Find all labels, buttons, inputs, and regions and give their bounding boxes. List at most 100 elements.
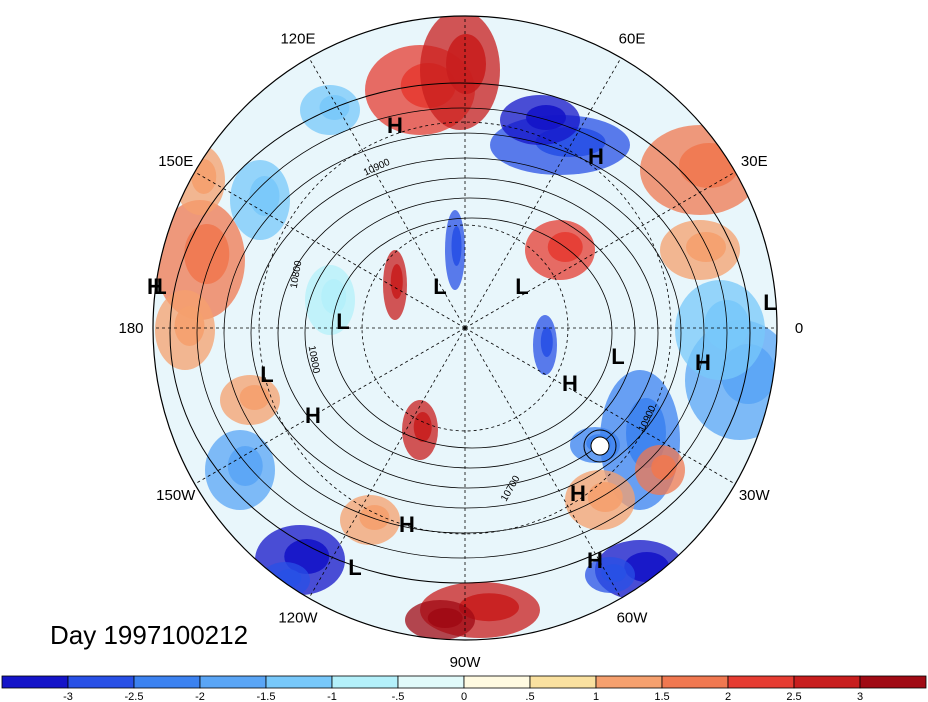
anomaly-core [601,564,627,583]
height-contours [169,82,751,584]
colorbar-tick-label: 2 [725,691,731,702]
high-pressure-marker: H [588,144,604,169]
meridian-line [464,57,622,329]
colorbar-tick-label: 3 [857,691,863,702]
height-contour [196,107,728,559]
longitude-label: 30E [741,153,768,170]
colorbar-tick-label: 1 [593,691,599,702]
longitude-label: 180 [118,320,143,337]
high-pressure-marker: H [570,481,586,506]
colorbar-box [463,675,531,689]
meridian-line [464,327,736,485]
longitude-label: 90E [452,0,479,3]
low-pressure-marker: L [515,274,528,299]
high-pressure-marker: H [387,113,403,138]
anomaly-core [227,446,263,486]
colorbar-box [859,675,927,689]
height-contour [223,132,705,534]
anomaly-core [276,569,302,588]
colorbar-tick-label: 1.5 [654,691,669,702]
meridian-line [308,327,466,599]
anomaly-core [359,505,390,530]
anomaly-core [540,327,553,357]
anomaly-core [321,279,347,314]
colorbar-box [397,675,465,689]
polar-stereographic-map: 90E 60E 30E 0 30W 60W 90W 120W 150W 180 150E 120E 1… [118,0,803,671]
longitude-label: 90W [450,654,482,671]
anomaly-core [427,608,463,628]
height-contour [304,197,636,469]
graticule [153,16,777,640]
height-contour [590,436,610,456]
map-boundary [152,15,778,641]
longitude-label: 120W [278,609,318,626]
longitude-label: 150W [156,487,196,504]
colorbar-tick-label: -1.5 [257,691,276,702]
anomaly-core [184,224,230,284]
colorbar-tick-label: -2.5 [125,691,144,702]
low-pressure-marker: L [153,274,166,299]
high-pressure-marker: H [587,548,603,573]
colorbar-box [1,675,69,689]
colorbar-box [331,675,399,689]
anomaly-core [451,226,462,266]
longitude-label: 150E [158,153,193,170]
colorbar-box [199,675,267,689]
longitude-label: 60E [619,31,646,48]
height-contour [331,217,613,449]
colorbar-tick-label: .5 [525,691,534,702]
longitude-label: 120E [280,31,315,48]
anomaly-core [446,34,486,94]
anomaly-core [174,306,205,346]
colorbar-box [661,675,729,689]
low-pressure-marker: L [611,344,624,369]
colorbar-box [793,675,861,689]
anomaly-core [651,455,677,480]
high-pressure-marker: H [305,403,321,428]
longitude-label: 0 [795,320,803,337]
anomaly-core [390,264,403,299]
longitude-labels: 90E 60E 30E 0 30W 60W 90W 120W 150W 180 150E 120E [118,0,803,671]
meridian-line [194,327,466,485]
anomaly-core [191,159,217,194]
contour-value-label: 10800 [289,259,305,289]
anomaly-core [686,232,726,262]
low-pressure-marker: L [348,555,361,580]
longitude-label: 60W [617,609,649,626]
anomaly-core [459,593,519,622]
colorbar: -3 -2.5 -2 -1.5 -1 -.5 0 .5 1 1.5 2 2.5 3 [1,675,927,702]
height-contour [250,157,682,509]
meridian-line [464,327,622,599]
anomaly-core [679,143,739,188]
colorbar-tick-label: -1 [327,691,337,702]
meridian-line [194,171,466,329]
low-pressure-marker: L [763,290,776,315]
colorbar-box [595,675,663,689]
longitude-label: 30W [739,487,771,504]
height-contour [169,82,751,584]
height-contour [583,429,617,463]
anomaly-core [413,412,432,442]
anomaly-core [526,105,566,130]
low-pressure-marker: L [260,362,273,387]
high-pressure-marker: H [147,274,163,299]
high-pressure-marker: H [562,371,578,396]
anomaly-field [153,16,777,640]
colorbar-box [727,675,795,689]
anomaly-core [249,176,280,216]
colorbar-box [529,675,597,689]
colorbar-box [265,675,333,689]
colorbar-box [67,675,135,689]
colorbar-tick-label: -.5 [392,691,405,702]
colorbar-tick-label: 0 [461,691,467,702]
low-pressure-marker: L [433,274,446,299]
low-pressure-marker: L [336,309,349,334]
colorbar-tick-label: -2 [195,691,205,702]
anomaly-core [239,385,270,410]
date-title: Day 1997100212 [50,620,249,650]
height-contour [277,177,659,489]
colorbar-box [133,675,201,689]
colorbar-tick-label: -3 [63,691,73,702]
